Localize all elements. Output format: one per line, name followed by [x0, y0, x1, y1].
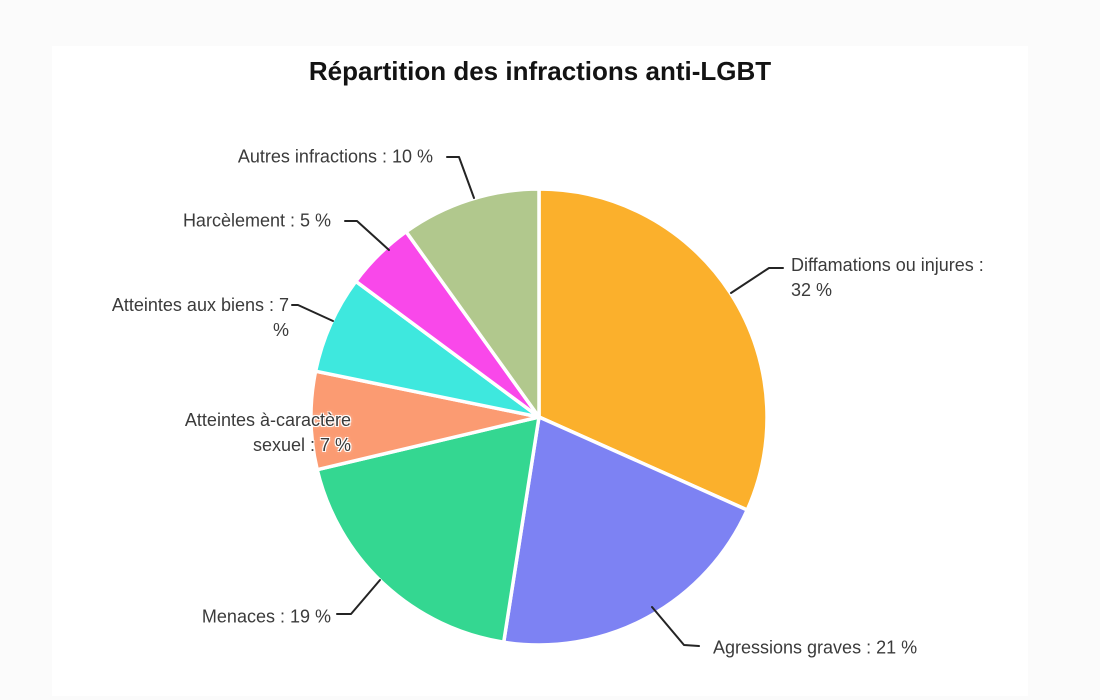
pie-slice-autres — [404, 187, 541, 419]
leader-line-biens — [291, 304, 334, 322]
chart-title: Répartition des infractions anti-LGBT — [308, 56, 772, 86]
leader-line-harcelement — [344, 220, 390, 251]
pie-slice-agressions — [501, 415, 749, 647]
pie-slice-menaces — [315, 415, 541, 644]
leader-line-autres — [446, 156, 475, 199]
slice-label-diffamations: Diffamations ou injures :32 % — [791, 255, 984, 300]
slice-label-autres: Autres infractions : 10 % — [237, 146, 433, 167]
slice-label-menaces: Menaces : 19 % — [201, 606, 331, 627]
slice-label-agressions: Agressions graves : 21 % — [713, 637, 918, 658]
leader-line-agressions — [651, 606, 700, 647]
leader-line-menaces — [336, 579, 381, 615]
slice-label-sexuel: Atteintes à-caractère sexuel : 7 % — [184, 410, 351, 455]
slice-label-harcelement: Harcèlement : 5 % — [182, 210, 331, 231]
leader-line-diffamations — [730, 267, 784, 294]
slice-label-biens: Atteintes aux biens : 7% — [111, 295, 289, 340]
